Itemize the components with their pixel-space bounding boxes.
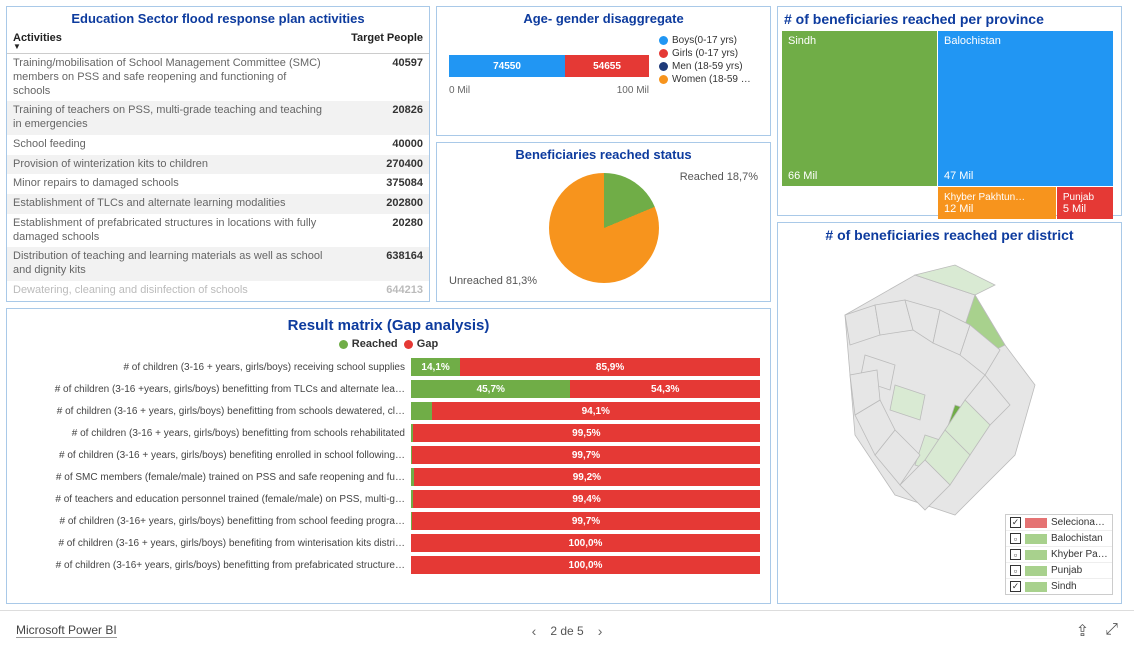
result-card[interactable]: Result matrix (Gap analysis) Reached Gap… bbox=[6, 308, 771, 604]
map-legend: ✓Selecionar t…▫Balochistan▫Khyber Pak…▫P… bbox=[1005, 514, 1113, 595]
legend-item[interactable]: Girls (0-17 yrs) bbox=[659, 48, 751, 59]
table-row[interactable]: Training of teachers on PSS, multi-grade… bbox=[7, 101, 429, 135]
table-row[interactable]: School feeding40000 bbox=[7, 135, 429, 155]
result-row[interactable]: # of children (3-16 + years, girls/boys)… bbox=[17, 402, 760, 420]
pager: ‹ 2 de 5 › bbox=[532, 623, 603, 639]
status-card[interactable]: Beneficiaries reached status Reached 18,… bbox=[436, 142, 771, 302]
middle-column: Age- gender disaggregate 7455054655 0 Mi… bbox=[436, 6, 771, 302]
footer-icons: ⇪ ⤢ bbox=[1076, 621, 1118, 641]
result-row[interactable]: # of children (3-16 + years, girls/boys)… bbox=[17, 534, 760, 552]
treemap-cell-kp[interactable]: Khyber Pakhtun…12 Mil bbox=[938, 187, 1056, 219]
status-pie bbox=[549, 173, 659, 283]
activities-body: Training/mobilisation of School Manageme… bbox=[7, 53, 429, 301]
legend-row[interactable]: ▫Balochistan bbox=[1006, 531, 1112, 547]
unreached-label: Unreached 81,3% bbox=[449, 275, 537, 287]
treemap-cell-punjab[interactable]: Punjab5 Mil bbox=[1057, 187, 1113, 219]
checkbox-icon[interactable]: ✓ bbox=[1010, 581, 1021, 592]
table-row[interactable]: Training/mobilisation of School Manageme… bbox=[7, 54, 429, 101]
result-row[interactable]: # of teachers and education personnel tr… bbox=[17, 490, 760, 508]
result-row[interactable]: # of children (3-16 + years, girls/boys)… bbox=[17, 446, 760, 464]
legend-row[interactable]: ✓Selecionar t… bbox=[1006, 515, 1112, 531]
bar-segment: 54655 bbox=[565, 55, 649, 77]
table-row[interactable]: Distribution of teaching and learning ma… bbox=[7, 247, 429, 281]
district-title: # of beneficiaries reached per district bbox=[778, 223, 1121, 247]
brand-link[interactable]: Microsoft Power BI bbox=[16, 623, 117, 638]
activities-header: Activities▼ Target People bbox=[7, 30, 429, 53]
col-target[interactable]: Target People bbox=[333, 32, 423, 51]
result-legend: Reached Gap bbox=[17, 338, 760, 350]
treemap-cell-balochistan[interactable]: Balochistan47 Mil bbox=[938, 31, 1113, 186]
pakistan-map[interactable] bbox=[805, 255, 1095, 545]
footer: Microsoft Power BI ‹ 2 de 5 › ⇪ ⤢ bbox=[0, 610, 1134, 650]
result-row[interactable]: # of children (3-16 +years, girls/boys) … bbox=[17, 380, 760, 398]
status-title: Beneficiaries reached status bbox=[437, 143, 770, 166]
table-row[interactable]: Provision of winterization kits to child… bbox=[7, 155, 429, 175]
province-title: # of beneficiaries reached per province bbox=[778, 7, 1121, 31]
checkbox-icon[interactable]: ✓ bbox=[1010, 517, 1021, 528]
legend-item[interactable]: Men (18-59 yrs) bbox=[659, 61, 751, 72]
result-rows: # of children (3-16 + years, girls/boys)… bbox=[17, 358, 760, 574]
table-row[interactable]: Establishment of prefabricated structure… bbox=[7, 214, 429, 248]
result-row[interactable]: # of SMC members (female/male) trained o… bbox=[17, 468, 760, 486]
district-card[interactable]: # of beneficiaries reached per district bbox=[777, 222, 1122, 604]
result-row[interactable]: # of children (3-16 + years, girls/boys)… bbox=[17, 358, 760, 376]
reached-label: Reached 18,7% bbox=[680, 171, 758, 183]
table-row[interactable]: Establishment of TLCs and alternate lear… bbox=[7, 194, 429, 214]
prev-page-button[interactable]: ‹ bbox=[532, 623, 537, 639]
bar-segment: 74550 bbox=[449, 55, 565, 77]
treemap-cell-sindh[interactable]: Sindh66 Mil bbox=[782, 31, 937, 186]
result-row[interactable]: # of children (3-16+ years, girls/boys) … bbox=[17, 512, 760, 530]
page-indicator: 2 de 5 bbox=[550, 624, 583, 638]
age-gender-axis: 0 Mil100 Mil bbox=[449, 85, 649, 96]
result-row[interactable]: # of children (3-16 + years, girls/boys)… bbox=[17, 424, 760, 442]
legend-row[interactable]: ▫Khyber Pak… bbox=[1006, 547, 1112, 563]
legend-item[interactable]: Boys(0-17 yrs) bbox=[659, 35, 751, 46]
age-gender-title: Age- gender disaggregate bbox=[437, 7, 770, 30]
age-gender-legend: Boys(0-17 yrs) Girls (0-17 yrs) Men (18-59… bbox=[659, 33, 751, 87]
result-row[interactable]: # of children (3-16+ years, girls/boys) … bbox=[17, 556, 760, 574]
legend-row[interactable]: ✓Sindh bbox=[1006, 579, 1112, 594]
fullscreen-icon[interactable]: ⤢ bbox=[1105, 621, 1118, 641]
age-gender-card[interactable]: Age- gender disaggregate 7455054655 0 Mi… bbox=[436, 6, 771, 136]
activities-title: Education Sector flood response plan act… bbox=[7, 7, 429, 30]
treemap: Sindh66 Mil Balochistan47 Mil Khyber Pak… bbox=[778, 31, 1121, 223]
share-icon[interactable]: ⇪ bbox=[1076, 621, 1089, 641]
dashboard: Education Sector flood response plan act… bbox=[0, 0, 1134, 610]
result-title: Result matrix (Gap analysis) bbox=[17, 313, 760, 338]
age-gender-bar: 7455054655 bbox=[449, 55, 649, 77]
legend-item[interactable]: Women (18-59 … bbox=[659, 74, 751, 85]
table-row[interactable]: Dewatering, cleaning and disinfection of… bbox=[7, 281, 429, 301]
province-card[interactable]: # of beneficiaries reached per province … bbox=[777, 6, 1122, 216]
legend-row[interactable]: ▫Punjab bbox=[1006, 563, 1112, 579]
table-row[interactable]: Minor repairs to damaged schools375084 bbox=[7, 174, 429, 194]
checkbox-icon[interactable]: ▫ bbox=[1010, 533, 1021, 544]
next-page-button[interactable]: › bbox=[598, 623, 603, 639]
activities-card: Education Sector flood response plan act… bbox=[6, 6, 430, 302]
col-activities[interactable]: Activities▼ bbox=[13, 32, 333, 51]
checkbox-icon[interactable]: ▫ bbox=[1010, 565, 1021, 576]
checkbox-icon[interactable]: ▫ bbox=[1010, 549, 1021, 560]
